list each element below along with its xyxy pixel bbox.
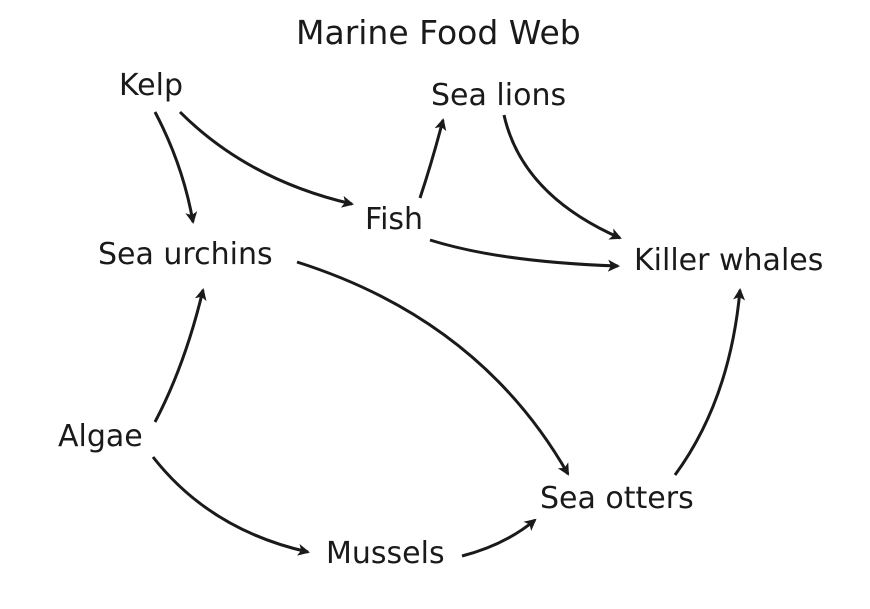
edge-mussels-to-sea-otters (461, 518, 537, 558)
node-sea-lions: Sea lions (431, 78, 567, 113)
edge-fish-to-sea-lions (418, 118, 447, 199)
edge-sea-otters-to-killer-whales (673, 288, 746, 476)
edge-kelp-to-sea-urchins (153, 111, 198, 224)
edge-algae-to-sea-urchins (153, 288, 207, 423)
edge-fish-to-killer-whales (429, 238, 620, 272)
edge-sea-lions-to-killer-whales (502, 114, 622, 240)
node-mussels: Mussels (326, 536, 445, 571)
edge-algae-to-mussels (151, 456, 310, 556)
node-algae: Algae (58, 419, 143, 454)
node-sea-urchins: Sea urchins (98, 237, 273, 272)
node-killer-whales: Killer whales (634, 243, 824, 278)
node-fish: Fish (365, 202, 424, 237)
node-sea-otters: Sea otters (540, 481, 694, 516)
edge-kelp-to-fish (178, 110, 354, 208)
diagram-title: Marine Food Web (296, 13, 581, 52)
node-kelp: Kelp (119, 68, 184, 103)
edge-sea-urchins-to-sea-otters (296, 260, 570, 476)
